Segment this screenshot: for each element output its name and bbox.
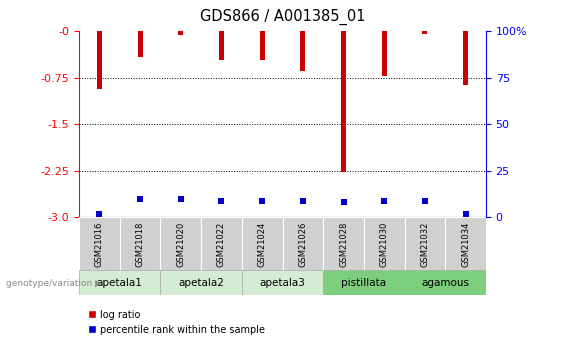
- Bar: [242, 217, 282, 271]
- Legend: log ratio, percentile rank within the sample: log ratio, percentile rank within the sa…: [84, 306, 270, 338]
- Bar: [179, 31, 183, 36]
- Text: GSM21018: GSM21018: [136, 221, 145, 267]
- Text: apetala1: apetala1: [97, 278, 143, 287]
- Bar: [79, 217, 120, 271]
- Bar: [323, 270, 405, 295]
- Text: apetala2: apetala2: [178, 278, 224, 287]
- Bar: [405, 270, 486, 295]
- Text: GSM21028: GSM21028: [339, 221, 348, 267]
- Text: GSM21022: GSM21022: [217, 221, 226, 267]
- Bar: [445, 217, 486, 271]
- Text: GSM21032: GSM21032: [420, 221, 429, 267]
- Bar: [97, 31, 102, 89]
- Text: GSM21024: GSM21024: [258, 221, 267, 267]
- Bar: [364, 217, 405, 271]
- Text: GSM21016: GSM21016: [95, 221, 104, 267]
- Bar: [282, 217, 323, 271]
- Text: genotype/variation ▶: genotype/variation ▶: [6, 279, 102, 288]
- Bar: [120, 217, 160, 271]
- Bar: [382, 31, 386, 76]
- Bar: [341, 31, 346, 172]
- Bar: [301, 31, 305, 71]
- Bar: [242, 270, 323, 295]
- Text: GSM21030: GSM21030: [380, 221, 389, 267]
- Bar: [463, 31, 468, 85]
- Text: apetala3: apetala3: [259, 278, 306, 287]
- Bar: [201, 217, 242, 271]
- Bar: [219, 31, 224, 60]
- Bar: [160, 270, 242, 295]
- Bar: [79, 270, 160, 295]
- Bar: [323, 217, 364, 271]
- Text: GSM21020: GSM21020: [176, 221, 185, 267]
- Text: GSM21026: GSM21026: [298, 221, 307, 267]
- Bar: [260, 31, 264, 60]
- Text: pistillata: pistillata: [341, 278, 386, 287]
- Bar: [423, 31, 427, 34]
- Bar: [160, 217, 201, 271]
- Text: GDS866 / A001385_01: GDS866 / A001385_01: [200, 9, 365, 25]
- Bar: [138, 31, 142, 57]
- Bar: [405, 217, 445, 271]
- Text: agamous: agamous: [421, 278, 469, 287]
- Text: GSM21034: GSM21034: [461, 221, 470, 267]
